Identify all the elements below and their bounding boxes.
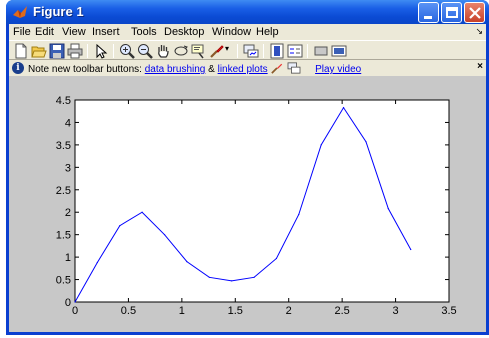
brush-icon[interactable]: [209, 43, 225, 59]
info-icon: i: [12, 62, 24, 74]
matlab-logo-icon: [13, 6, 27, 18]
menu-desktop[interactable]: Desktop: [164, 26, 205, 38]
print-icon[interactable]: [67, 43, 83, 59]
close-button[interactable]: [464, 2, 485, 23]
info-prefix: Note new toolbar buttons:: [28, 64, 142, 75]
menu-file[interactable]: File: [13, 26, 31, 38]
link-plot-icon[interactable]: [243, 43, 259, 59]
data-point: [163, 234, 166, 236]
data-point: [320, 144, 322, 146]
menu-help[interactable]: Help: [256, 26, 279, 38]
y-tick-label: 0.5: [56, 275, 71, 287]
minimize-icon: [424, 16, 432, 19]
y-tick-label: 4: [65, 117, 71, 129]
data-point: [387, 208, 389, 210]
close-icon: [469, 7, 481, 19]
data-point: [275, 257, 278, 260]
maximize-button[interactable]: [441, 2, 462, 23]
info-bar: i Note new toolbar buttons: data brushin…: [9, 60, 486, 76]
y-tick-label: 4.5: [56, 95, 71, 107]
data-point: [253, 276, 255, 278]
data-point: [231, 280, 233, 282]
linked-plots-link[interactable]: linked plots: [217, 64, 268, 75]
y-tick-label: 2: [65, 207, 71, 219]
minimize-button[interactable]: [418, 2, 439, 23]
info-message: Note new toolbar buttons: data brushing …: [28, 62, 361, 75]
zoom-out-icon[interactable]: [137, 43, 153, 59]
data-point: [96, 261, 98, 264]
y-tick-label: 1: [65, 252, 71, 264]
menu-window[interactable]: Window: [212, 26, 252, 38]
brush-dropdown-icon[interactable]: ▾: [225, 44, 230, 53]
menu-tools[interactable]: Tools: [131, 26, 157, 38]
toolbar-separator: [237, 44, 238, 58]
x-tick-label: 1: [179, 305, 185, 317]
menu-insert[interactable]: Insert: [92, 26, 120, 38]
x-tick-label: 3.5: [441, 305, 456, 317]
info-ampersand: &: [208, 64, 215, 75]
data-point: [119, 225, 121, 227]
data-cursor-icon[interactable]: [191, 43, 207, 59]
figure-canvas: 0 0.5 1 1.5 2 2.5 3 3.5 0 0.5 1 1.5 2 2.5 3 3.5 4 4.5: [9, 76, 486, 332]
hide-plot-tools-icon[interactable]: [313, 43, 329, 59]
data-point: [365, 141, 367, 143]
save-icon[interactable]: [49, 43, 65, 59]
window-title: Figure 1: [33, 4, 84, 19]
data-point: [342, 107, 345, 109]
data-point: [74, 301, 76, 303]
info-bar-close-icon[interactable]: ×: [477, 61, 483, 72]
toolbar-separator: [263, 44, 264, 58]
data-point: [141, 211, 143, 213]
y-tick-label: 3.5: [56, 140, 71, 152]
edit-plot-arrow-icon[interactable]: [93, 43, 109, 59]
pan-hand-icon[interactable]: [155, 43, 171, 59]
line-plot[interactable]: 0 0.5 1 1.5 2 2.5 3 3.5 0 0.5 1 1.5 2 2.5 3 3.5 4 4.5: [9, 76, 486, 332]
menu-edit[interactable]: Edit: [35, 26, 54, 38]
x-tick-label: 0: [72, 305, 78, 317]
x-tick-label: 1.5: [228, 305, 243, 317]
data-point: [186, 261, 188, 263]
y-tick-label: 3: [65, 162, 71, 174]
menu-view[interactable]: View: [62, 26, 86, 38]
link-plot-icon: [287, 62, 301, 74]
show-plot-tools-icon[interactable]: [331, 43, 347, 59]
colorbar-icon[interactable]: [269, 43, 285, 59]
new-figure-icon[interactable]: [13, 43, 29, 59]
data-point: [298, 213, 300, 216]
y-tick-label: 1.5: [56, 230, 71, 242]
play-video-link[interactable]: Play video: [315, 64, 362, 75]
toolbar-separator: [87, 44, 88, 58]
x-tick-label: 3: [393, 305, 399, 317]
maximize-icon: [446, 7, 458, 18]
y-tick-label: 0: [65, 297, 71, 309]
toolbar-separator: [113, 44, 114, 58]
x-tick-label: 2: [286, 305, 292, 317]
axes-box: [74, 99, 450, 303]
figure-window: Figure 1 File Edit View Insert Tools Des…: [6, 0, 489, 335]
data-point: [410, 248, 412, 251]
x-tick-label: 0.5: [121, 305, 136, 317]
open-file-icon[interactable]: [31, 43, 47, 59]
menu-bar: File Edit View Insert Tools Desktop Wind…: [9, 24, 486, 40]
window-client: File Edit View Insert Tools Desktop Wind…: [9, 24, 486, 332]
toolbar-separator: [307, 44, 308, 58]
data-point: [208, 276, 210, 278]
series-line: [74, 106, 412, 303]
title-bar[interactable]: Figure 1: [6, 0, 489, 24]
rotate-3d-icon[interactable]: [173, 43, 189, 59]
y-tick-label: 2.5: [56, 185, 71, 197]
zoom-in-icon[interactable]: [119, 43, 135, 59]
brush-icon: [271, 63, 283, 74]
menu-overflow-arrow-icon[interactable]: ↘: [475, 26, 483, 36]
data-brushing-link[interactable]: data brushing: [144, 64, 206, 75]
x-tick-label: 2.5: [334, 305, 349, 317]
legend-icon[interactable]: [287, 43, 303, 59]
figure-toolbar: ▾: [9, 40, 486, 60]
